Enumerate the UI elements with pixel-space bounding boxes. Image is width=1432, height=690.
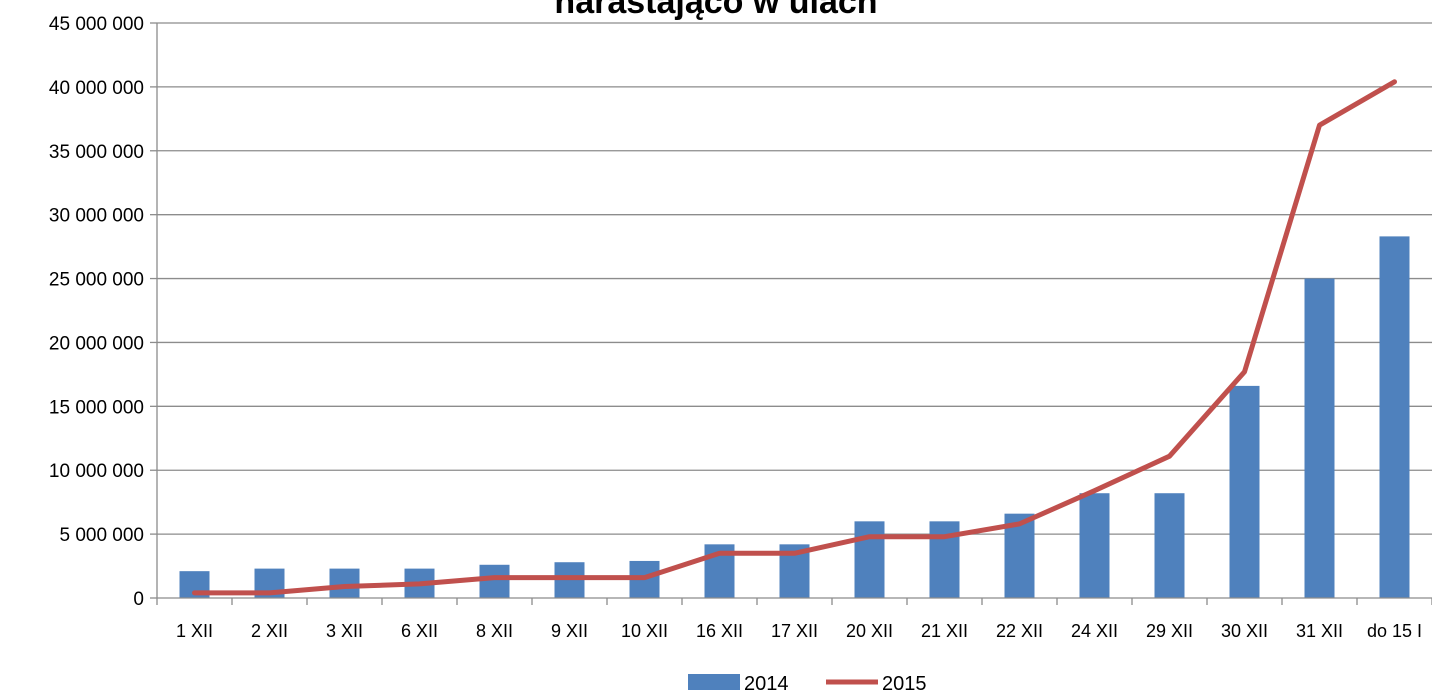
- bar-2014: [854, 521, 885, 598]
- legend-swatch-2014: [688, 674, 740, 690]
- y-tick-label: 40 000 000: [49, 78, 144, 99]
- legend: 2014 2015: [688, 673, 927, 690]
- x-axis-ticks: 1 XII 2 XII 3 XII 6 XII 8 XII 9 XII 10 XII 16 X…: [156, 598, 1432, 641]
- x-tick-label: 6 XII: [401, 621, 438, 641]
- y-tick-label: 15 000 000: [49, 397, 144, 418]
- y-tick-label: 30 000 000: [49, 206, 144, 227]
- axes: [156, 23, 1432, 599]
- gridlines: [157, 22, 1432, 535]
- x-tick-label: 3 XII: [326, 621, 363, 641]
- x-tick-label: do 15 I: [1367, 621, 1422, 641]
- y-tick-label: 35 000 000: [49, 142, 144, 163]
- x-tick-label: 21 XII: [921, 621, 968, 641]
- bar-2014: [1304, 278, 1335, 598]
- x-tick-label: 9 XII: [551, 621, 588, 641]
- legend-label-2014: 2014: [744, 673, 789, 690]
- bar-series-2014: [179, 236, 1410, 598]
- y-tick-label: 25 000 000: [49, 270, 144, 291]
- y-tick-label: 45 000 000: [49, 14, 144, 35]
- bar-2014: [479, 564, 510, 598]
- bar-2014: [1379, 236, 1410, 598]
- x-tick-label: 29 XII: [1146, 621, 1193, 641]
- chart-title: narastająco w ulach: [554, 0, 878, 21]
- x-tick-label: 16 XII: [696, 621, 743, 641]
- x-tick-label: 17 XII: [771, 621, 818, 641]
- bar-2014: [554, 562, 585, 598]
- x-tick-label: 10 XII: [621, 621, 668, 641]
- line-series-2015: [192, 79, 1397, 596]
- x-tick-label: 8 XII: [476, 621, 513, 641]
- x-tick-label: 22 XII: [996, 621, 1043, 641]
- x-tick-label: 31 XII: [1296, 621, 1343, 641]
- bar-2014: [329, 568, 360, 598]
- y-tick-label: 20 000 000: [49, 333, 144, 354]
- line-2015: [192, 79, 1397, 596]
- bar-2014: [1154, 493, 1185, 598]
- y-tick-label: 0: [133, 589, 144, 610]
- x-tick-label: 2 XII: [251, 621, 288, 641]
- legend-label-2015: 2015: [882, 673, 927, 690]
- y-axis-ticks: 0 5 000 000 10 000 000 15 000 000 20 000 000…: [49, 14, 157, 610]
- bar-2014: [1079, 493, 1110, 598]
- x-tick-label: 1 XII: [176, 621, 213, 641]
- y-tick-label: 5 000 000: [59, 525, 144, 546]
- bar-2014: [1229, 385, 1260, 598]
- x-tick-label: 30 XII: [1221, 621, 1268, 641]
- x-tick-label: 24 XII: [1071, 621, 1118, 641]
- x-tick-label: 20 XII: [846, 621, 893, 641]
- y-tick-label: 10 000 000: [49, 461, 144, 482]
